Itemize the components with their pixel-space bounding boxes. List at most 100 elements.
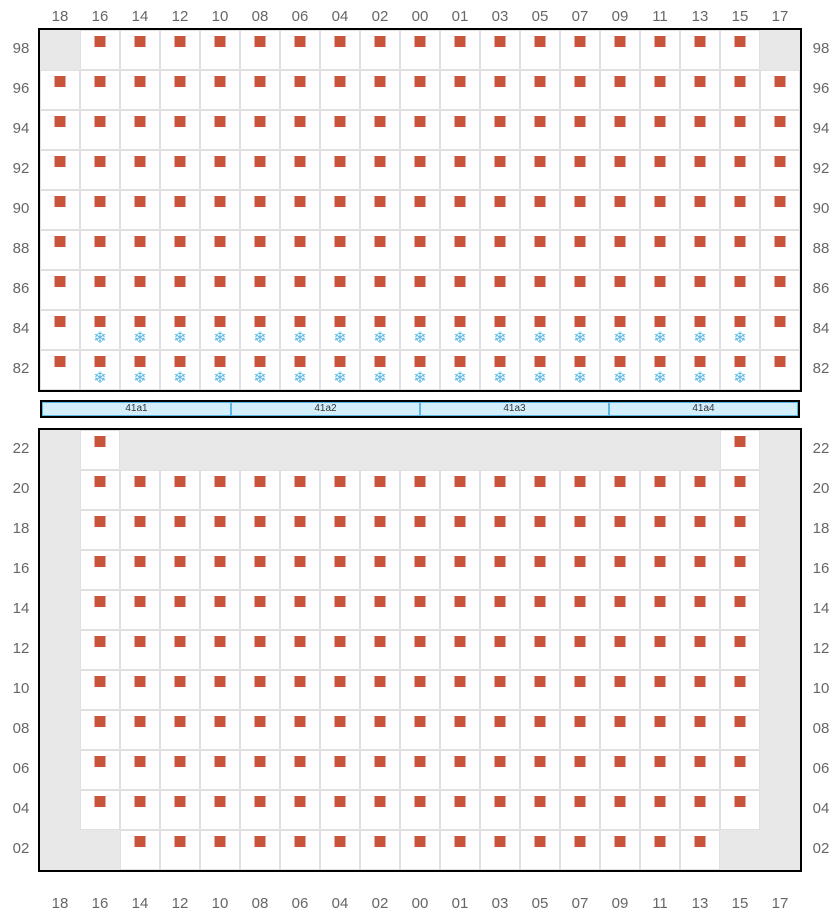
- seat-cell[interactable]: [400, 110, 440, 150]
- seat-cell[interactable]: [400, 830, 440, 870]
- seat-cell[interactable]: [280, 670, 320, 710]
- seat-cell[interactable]: [760, 30, 800, 70]
- seat-cell[interactable]: [640, 590, 680, 630]
- seat-cell[interactable]: [720, 470, 760, 510]
- seat-cell[interactable]: [680, 550, 720, 590]
- seat-cell[interactable]: [440, 110, 480, 150]
- seat-cell[interactable]: [40, 190, 80, 230]
- seat-cell[interactable]: [200, 590, 240, 630]
- seat-cell[interactable]: [200, 710, 240, 750]
- seat-cell[interactable]: [120, 550, 160, 590]
- seat-cell[interactable]: ❄: [280, 310, 320, 350]
- seat-cell[interactable]: [320, 190, 360, 230]
- seat-cell[interactable]: ❄: [240, 310, 280, 350]
- seat-cell[interactable]: [360, 710, 400, 750]
- seat-cell[interactable]: [400, 550, 440, 590]
- seat-cell[interactable]: ❄: [520, 350, 560, 390]
- seat-cell[interactable]: [320, 230, 360, 270]
- seat-cell[interactable]: [80, 790, 120, 830]
- seat-cell[interactable]: [160, 750, 200, 790]
- seat-cell[interactable]: [760, 430, 800, 470]
- seat-cell[interactable]: [440, 750, 480, 790]
- seat-cell[interactable]: [480, 790, 520, 830]
- seat-cell[interactable]: [160, 190, 200, 230]
- seat-cell[interactable]: ❄: [640, 350, 680, 390]
- seat-cell[interactable]: [640, 710, 680, 750]
- seat-cell[interactable]: [480, 470, 520, 510]
- seat-cell[interactable]: [120, 30, 160, 70]
- seat-cell[interactable]: [680, 590, 720, 630]
- seat-cell[interactable]: [200, 190, 240, 230]
- seat-cell[interactable]: [440, 190, 480, 230]
- seat-cell[interactable]: [240, 190, 280, 230]
- seat-cell[interactable]: [120, 590, 160, 630]
- seat-cell[interactable]: [720, 70, 760, 110]
- seat-cell[interactable]: ❄: [240, 350, 280, 390]
- seat-cell[interactable]: [240, 430, 280, 470]
- seat-cell[interactable]: [120, 110, 160, 150]
- seat-cell[interactable]: [720, 590, 760, 630]
- seat-cell[interactable]: [480, 30, 520, 70]
- seat-cell[interactable]: [200, 510, 240, 550]
- seat-cell[interactable]: ❄: [80, 350, 120, 390]
- seat-cell[interactable]: [480, 230, 520, 270]
- seat-cell[interactable]: [640, 630, 680, 670]
- seat-cell[interactable]: [600, 190, 640, 230]
- seat-cell[interactable]: [600, 590, 640, 630]
- seat-cell[interactable]: [680, 630, 720, 670]
- seat-cell[interactable]: [320, 710, 360, 750]
- seat-cell[interactable]: [80, 830, 120, 870]
- seat-cell[interactable]: [120, 710, 160, 750]
- seat-cell[interactable]: [360, 470, 400, 510]
- seat-cell[interactable]: [80, 710, 120, 750]
- seat-cell[interactable]: [40, 670, 80, 710]
- seat-cell[interactable]: [200, 470, 240, 510]
- seat-cell[interactable]: [640, 70, 680, 110]
- seat-cell[interactable]: [560, 70, 600, 110]
- rack-segment[interactable]: 41a1: [42, 402, 231, 416]
- seat-cell[interactable]: [520, 270, 560, 310]
- seat-cell[interactable]: [520, 670, 560, 710]
- seat-cell[interactable]: ❄: [400, 310, 440, 350]
- seat-cell[interactable]: [720, 550, 760, 590]
- seat-cell[interactable]: [400, 670, 440, 710]
- seat-cell[interactable]: [720, 670, 760, 710]
- seat-cell[interactable]: [400, 270, 440, 310]
- seat-cell[interactable]: [480, 430, 520, 470]
- seat-cell[interactable]: [80, 30, 120, 70]
- seat-cell[interactable]: [240, 270, 280, 310]
- seat-cell[interactable]: [160, 150, 200, 190]
- seat-cell[interactable]: [40, 750, 80, 790]
- seat-cell[interactable]: [240, 670, 280, 710]
- seat-cell[interactable]: [560, 150, 600, 190]
- seat-cell[interactable]: [280, 430, 320, 470]
- seat-cell[interactable]: [400, 710, 440, 750]
- seat-cell[interactable]: [240, 710, 280, 750]
- seat-cell[interactable]: [400, 30, 440, 70]
- seat-cell[interactable]: [400, 510, 440, 550]
- seat-cell[interactable]: [600, 70, 640, 110]
- seat-cell[interactable]: [480, 750, 520, 790]
- seat-cell[interactable]: [680, 110, 720, 150]
- seat-cell[interactable]: [680, 70, 720, 110]
- seat-cell[interactable]: [240, 510, 280, 550]
- seat-cell[interactable]: [440, 230, 480, 270]
- seat-cell[interactable]: [160, 670, 200, 710]
- seat-cell[interactable]: [120, 230, 160, 270]
- seat-cell[interactable]: [40, 510, 80, 550]
- seat-cell[interactable]: [40, 790, 80, 830]
- seat-cell[interactable]: [720, 230, 760, 270]
- seat-cell[interactable]: [760, 790, 800, 830]
- seat-cell[interactable]: ❄: [600, 350, 640, 390]
- seat-cell[interactable]: ❄: [280, 350, 320, 390]
- seat-cell[interactable]: [760, 710, 800, 750]
- seat-cell[interactable]: [40, 30, 80, 70]
- seat-cell[interactable]: [720, 110, 760, 150]
- seat-cell[interactable]: [120, 430, 160, 470]
- seat-cell[interactable]: [80, 230, 120, 270]
- seat-cell[interactable]: [560, 110, 600, 150]
- seat-cell[interactable]: [760, 470, 800, 510]
- seat-cell[interactable]: [400, 430, 440, 470]
- seat-cell[interactable]: [600, 110, 640, 150]
- seat-cell[interactable]: ❄: [160, 350, 200, 390]
